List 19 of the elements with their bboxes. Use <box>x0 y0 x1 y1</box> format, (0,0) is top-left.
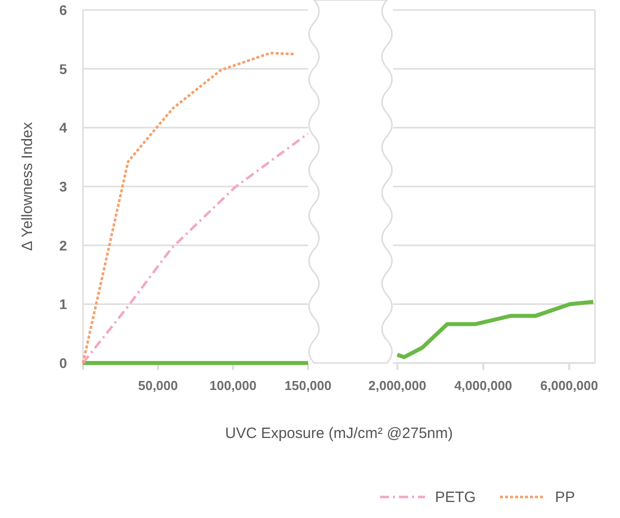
x-tick-label: 2,000,000 <box>368 378 426 393</box>
y-tick-label: 2 <box>59 237 68 254</box>
x-tick-label: 100,000 <box>210 378 256 393</box>
x-tick-label: 4,000,000 <box>454 378 512 393</box>
x-tick-label: 6,000,000 <box>540 378 598 393</box>
x-axis-title: UVC Exposure (mJ/cm² @275nm) <box>225 425 453 442</box>
y-tick-label: 4 <box>59 120 68 136</box>
y-tick-label: 3 <box>59 178 68 194</box>
y-tick-label: 5 <box>59 60 68 77</box>
line-series <box>82 132 310 364</box>
line-series <box>82 52 296 364</box>
y-tick-label: 1 <box>59 296 68 312</box>
y-tick-label: 6 <box>59 2 68 18</box>
legend-label: PETG <box>435 489 476 506</box>
y-axis-title: Δ Yellowness Index <box>19 122 36 251</box>
x-tick-label: 150,000 <box>284 378 332 393</box>
legend-label: PP <box>555 489 576 506</box>
y-tick-label: 0 <box>59 355 68 371</box>
x-tick-label: 50,000 <box>138 378 178 393</box>
